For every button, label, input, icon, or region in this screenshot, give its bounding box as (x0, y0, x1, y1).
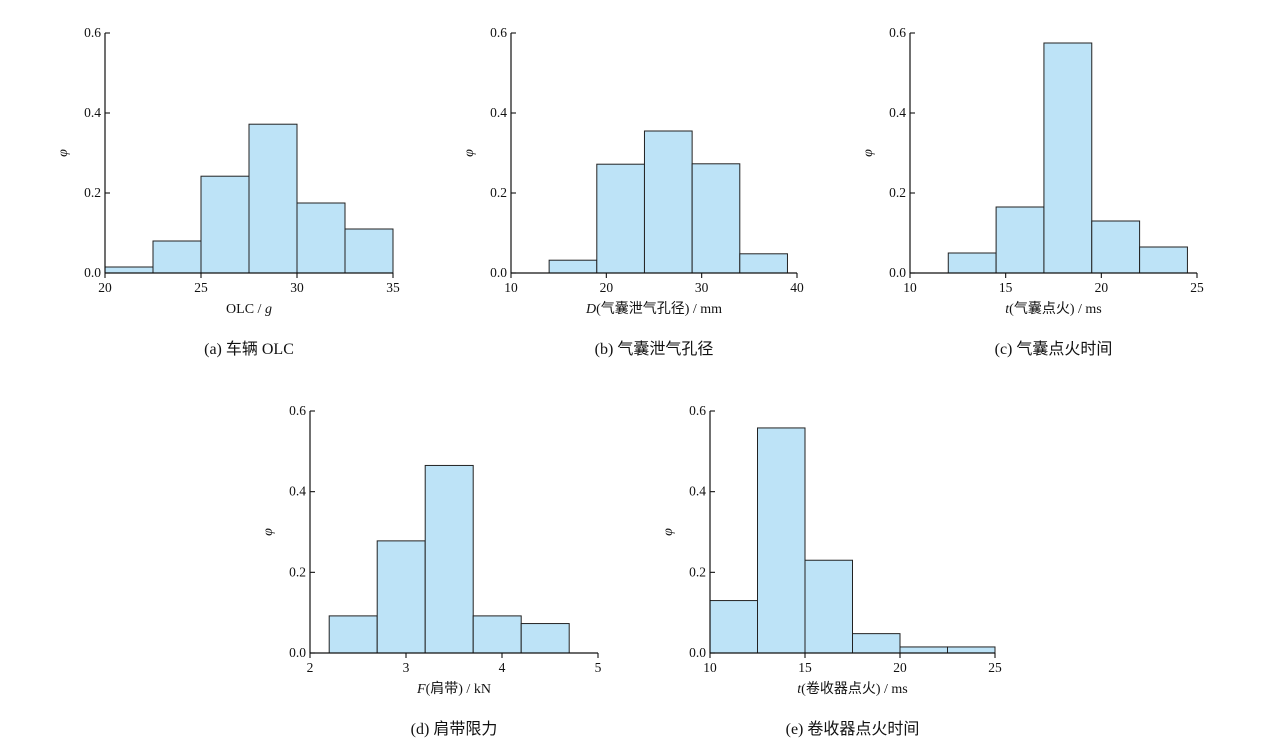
y-tick-label: 0.0 (689, 645, 706, 660)
y-tick-label: 0.6 (689, 403, 706, 418)
histogram-bar (852, 633, 901, 654)
histogram-bar (548, 259, 598, 274)
x-tick-label: 4 (499, 660, 506, 675)
x-tick-label: 25 (988, 660, 1002, 675)
y-tick-label: 0.0 (490, 265, 507, 280)
y-axis-label: φ (861, 149, 876, 157)
histogram-bar (344, 228, 394, 274)
y-tick-label: 0.6 (289, 403, 306, 418)
histogram-bar (200, 175, 250, 274)
y-axis-label: φ (261, 528, 276, 536)
x-tick-label: 10 (703, 660, 717, 675)
x-tick-label: 3 (403, 660, 410, 675)
histogram-bar (709, 600, 758, 654)
x-axis-label: D(气囊泄气孔径) / mm (585, 300, 722, 317)
x-tick-label: 15 (999, 280, 1013, 295)
x-axis-label: F(肩带) / kN (416, 681, 491, 697)
x-tick-label: 5 (595, 660, 602, 675)
x-axis-label: t(卷收器点火) / ms (797, 681, 907, 697)
x-tick-label: 20 (893, 660, 907, 675)
x-tick-label: 20 (600, 280, 614, 295)
y-tick-label: 0.2 (289, 564, 306, 579)
histogram-bar (520, 623, 570, 654)
y-tick-label: 0.4 (490, 105, 507, 120)
x-tick-label: 35 (386, 280, 400, 295)
histogram-bar (1043, 42, 1093, 274)
histogram-panel-d: 2 3 4 5 0.0 0.2 0.4 0.6 φ F(肩带) / kN (d) 肩带限力 (261, 403, 602, 738)
x-tick-label: 30 (290, 280, 304, 295)
histogram-panel-b: 10 20 30 40 0.0 0.2 0.4 0.6 φ D(气囊泄气孔径) / mm (b) 气… (462, 25, 804, 358)
y-tick-label: 0.0 (289, 645, 306, 660)
x-tick-label: 25 (1190, 280, 1204, 295)
panel-caption: (a) 车辆 OLC (204, 340, 294, 358)
histogram-bar (947, 646, 996, 654)
histogram-bar (643, 130, 693, 274)
histogram-bar (947, 252, 997, 274)
histogram-bar (376, 540, 426, 654)
histogram-panel-e: 10 15 20 25 0.0 0.2 0.4 0.6 φ t(卷收器点火) / ms (e) 卷收… (661, 403, 1002, 738)
y-axis-label: φ (661, 528, 676, 536)
panel-caption: (c) 气囊点火时间 (995, 340, 1113, 358)
x-tick-label: 2 (307, 660, 314, 675)
x-tick-label: 25 (194, 280, 208, 295)
x-tick-label: 20 (98, 280, 112, 295)
x-tick-label: 30 (695, 280, 709, 295)
histogram-bar (691, 163, 741, 274)
y-axis-label: φ (56, 149, 71, 157)
histogram-bar (328, 615, 378, 654)
x-tick-label: 10 (504, 280, 518, 295)
y-tick-label: 0.4 (84, 105, 101, 120)
y-axis-label: φ (462, 149, 477, 157)
histogram-bar (1139, 246, 1188, 274)
panel-caption: (e) 卷收器点火时间 (786, 720, 920, 738)
y-tick-label: 0.4 (889, 105, 906, 120)
histogram-bar (424, 464, 474, 654)
panel-caption: (d) 肩带限力 (411, 720, 498, 738)
y-tick-label: 0.2 (689, 564, 706, 579)
y-tick-label: 0.6 (889, 25, 906, 40)
histogram-panel-a: 20 25 30 35 0.0 0.2 0.4 0.6 φ OLC / g (a) 车辆 OLC (56, 25, 400, 358)
histogram-bar (739, 253, 788, 274)
histogram-bar (899, 646, 948, 654)
histogram-panel-c: 10 15 20 25 0.0 0.2 0.4 0.6 φ t(气囊点火) / ms (c) 气囊点… (861, 25, 1204, 358)
x-axis-label: t(气囊点火) / ms (1005, 300, 1101, 317)
y-tick-label: 0.6 (490, 25, 507, 40)
histogram-bar (248, 123, 298, 274)
panel-caption: (b) 气囊泄气孔径 (595, 340, 714, 358)
histogram-bar (596, 163, 645, 274)
y-tick-label: 0.0 (889, 265, 906, 280)
histogram-bar (472, 615, 522, 654)
histogram-bar (104, 266, 154, 274)
histogram-bar (804, 559, 853, 654)
y-tick-label: 0.2 (490, 185, 507, 200)
histogram-bar (152, 240, 202, 274)
x-tick-label: 15 (798, 660, 812, 675)
histogram-bar (1091, 220, 1141, 274)
histogram-bar (995, 206, 1045, 274)
y-tick-label: 0.4 (289, 484, 306, 499)
y-tick-label: 0.0 (84, 265, 101, 280)
y-tick-label: 0.6 (84, 25, 101, 40)
y-tick-label: 0.2 (84, 185, 101, 200)
y-tick-label: 0.4 (689, 484, 706, 499)
x-axis-label: OLC / g (226, 302, 272, 317)
x-tick-label: 20 (1095, 280, 1109, 295)
histogram-bar (296, 202, 346, 274)
y-tick-label: 0.2 (889, 185, 906, 200)
x-tick-label: 10 (903, 280, 917, 295)
x-tick-label: 40 (790, 280, 804, 295)
histogram-bar (757, 427, 806, 654)
